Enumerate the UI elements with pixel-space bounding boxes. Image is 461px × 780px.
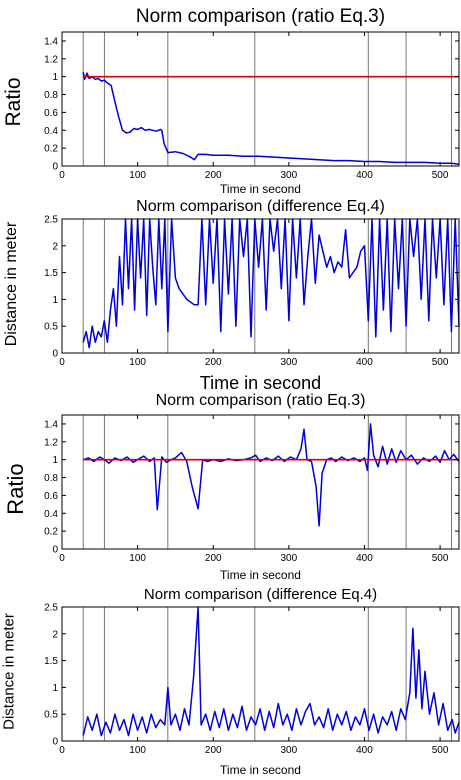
x-tick-label: 300 [281,745,298,756]
y-tick-label: 1 [52,72,58,83]
series-line-0 [82,606,460,737]
y-tick-label: 1.4 [44,419,58,430]
x-tick-label: 0 [59,745,65,756]
y-tick-label: 2.5 [44,603,58,614]
x-tick-label: 200 [205,745,222,756]
y-tick-label: 2.5 [44,215,58,226]
y-tick-label: 1 [52,295,58,306]
y-tick-label: 2 [52,241,58,252]
x-tick-label: 500 [432,745,449,756]
x-tick-label: 500 [432,170,449,181]
y-tick-label: 1 [52,455,58,466]
x-tick-label: 100 [129,170,146,181]
x-tick-label: 400 [356,745,373,756]
x-tick-label: 200 [205,357,222,368]
y-tick-label: 0.5 [44,710,58,721]
x-tick-label: 100 [129,357,146,368]
x-tick-label: 300 [281,553,298,564]
y-tick-label: 0 [52,737,58,748]
y-tick-label: 0.6 [44,491,58,502]
y-tick-label: 1 [52,683,58,694]
y-tick-label: 1.2 [44,54,58,65]
chart-svg: 0 100 200 300 400 500 0 0.5 1 1.5 2 2.5 [44,215,460,368]
y-tick-label: 1.2 [44,437,58,448]
chart-title: Norm comparison (ratio Eq.3) [155,392,366,409]
x-tick-label: 100 [129,745,146,756]
chart-panel-2: Norm comparison (difference Eq.4) 0 100 20… [0,195,461,395]
x-tick-label: 400 [356,553,373,564]
chart-panel-1: Norm comparison (ratio Eq.3) Ratio 0 100 2… [0,0,461,196]
x-tick-label: 0 [59,357,65,368]
plot-frame [61,218,460,354]
y-axis-label: Ratio [2,77,25,127]
x-tick-label: 400 [356,357,373,368]
x-tick-label: 0 [59,170,65,181]
x-tick-label: 500 [432,357,449,368]
x-tick-label: 200 [205,170,222,181]
chart-panel-3: Norm comparison (ratio Eq.3) 0 100 200 300 4… [0,390,461,590]
chart-title: Norm comparison (difference Eq.4) [136,198,385,215]
y-tick-label: 0.4 [44,126,58,137]
x-axis-label: Time in second [220,182,301,196]
x-tick-label: 500 [432,553,449,564]
x-tick-label: 0 [59,553,65,564]
y-tick-label: 0 [52,162,58,173]
y-tick-label: 0 [52,545,58,556]
y-tick-label: 0.2 [44,144,58,155]
y-tick-label: 0.4 [44,509,58,520]
y-tick-label: 0.6 [44,108,58,119]
x-axis-label: Time in second [220,568,301,582]
chart-title: Norm comparison (ratio Eq.3) [135,6,386,27]
plot-frame [61,414,460,550]
series-line-0 [82,218,460,349]
y-axis-label: Ratio [3,463,28,515]
y-axis-label: Distance in meter [0,613,18,730]
x-tick-label: 100 [129,553,146,564]
y-axis-label: Distance in meter [3,221,20,347]
series-line-0 [82,423,460,527]
x-tick-label: 300 [281,170,298,181]
x-axis-label: Time in second [220,763,301,777]
x-tick-label: 300 [281,357,298,368]
y-tick-label: 1.5 [44,656,58,667]
y-tick-label: 0 [52,349,58,360]
y-tick-label: 0.8 [44,473,58,484]
series-line-0 [82,72,460,165]
chart-svg: 0 100 200 300 400 500 0 0.2 0.4 0.6 0.8 1 1.2 1.4 [44,31,460,181]
x-tick-label: 200 [205,553,222,564]
plot-frame [61,31,460,167]
x-tick-label: 400 [356,170,373,181]
y-tick-label: 2 [52,629,58,640]
y-tick-label: 0.2 [44,527,58,538]
plot-frame [61,606,460,742]
y-tick-label: 1.5 [44,268,58,279]
chart-title: Norm comparison (difference Eq.4) [143,586,378,603]
y-tick-label: 0.5 [44,322,58,333]
y-tick-label: 1.4 [44,36,58,47]
chart-panel-4: Norm comparison (difference Eq.4) 0 100 20… [0,585,461,780]
chart-svg: 0 100 200 300 400 500 0 0.5 1 1.5 2 2.5 [44,603,460,756]
x-axis-label: Time in second [199,373,322,393]
y-tick-label: 0.8 [44,90,58,101]
chart-svg: 0 100 200 300 400 500 0 0.2 0.4 0.6 0.8 1 1.2 1.4 [44,414,460,564]
